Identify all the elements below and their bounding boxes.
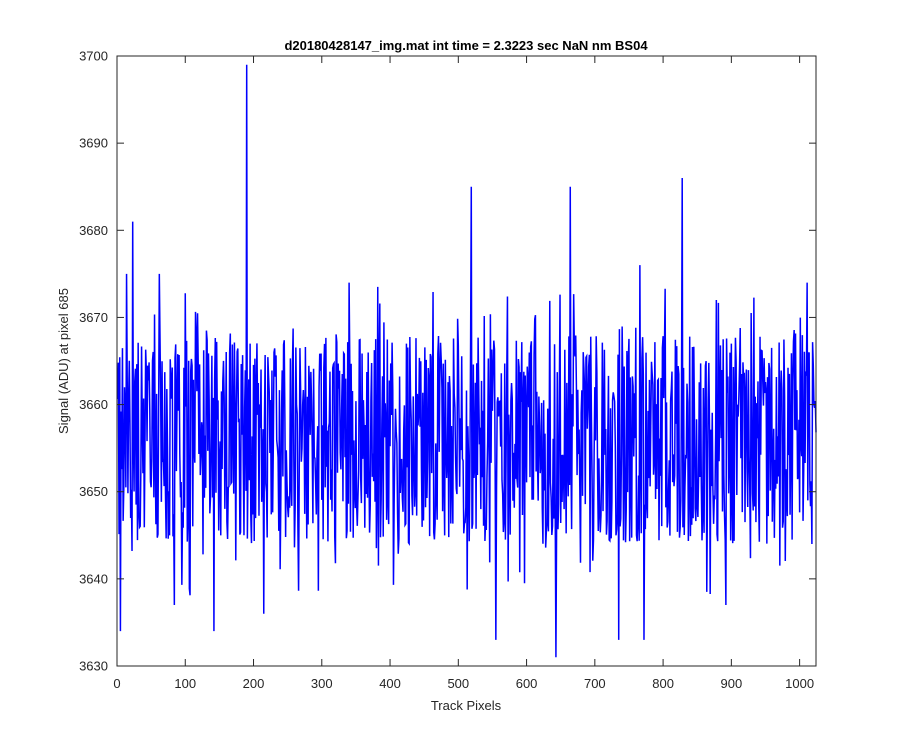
x-tick-label: 1000: [785, 676, 814, 691]
y-tick-label: 3660: [79, 397, 108, 412]
x-tick-label: 500: [447, 676, 469, 691]
x-tick-label: 400: [379, 676, 401, 691]
series-layer: [116, 64, 817, 658]
x-tick-label: 300: [311, 676, 333, 691]
x-tick-label: 800: [652, 676, 674, 691]
x-tick-label: 100: [174, 676, 196, 691]
y-tick-label: 3680: [79, 223, 108, 238]
plot-box: [116, 55, 817, 667]
x-tick-label: 600: [516, 676, 538, 691]
y-tick-label: 3670: [79, 310, 108, 325]
chart-title: d20180428147_img.mat int time = 2.3223 s…: [284, 38, 648, 53]
y-tick-label: 3630: [79, 659, 108, 674]
y-tick-label: 3650: [79, 484, 108, 499]
x-tick-label: 900: [721, 676, 743, 691]
x-axis-label: Track Pixels: [431, 698, 502, 713]
series-line: [116, 64, 817, 658]
y-tick-label: 3640: [79, 571, 108, 586]
y-tick-label: 3690: [79, 136, 108, 151]
x-tick-label: 700: [584, 676, 606, 691]
x-tick-label: 200: [243, 676, 265, 691]
x-tick-label: 0: [113, 676, 120, 691]
axes-layer: 0 100 200 300 400 500 600 700 800 900 1000 3630 3640…: [79, 49, 817, 691]
y-tick-label: 3700: [79, 49, 108, 64]
y-axis-label: Signal (ADU) at pixel 685: [56, 288, 71, 434]
